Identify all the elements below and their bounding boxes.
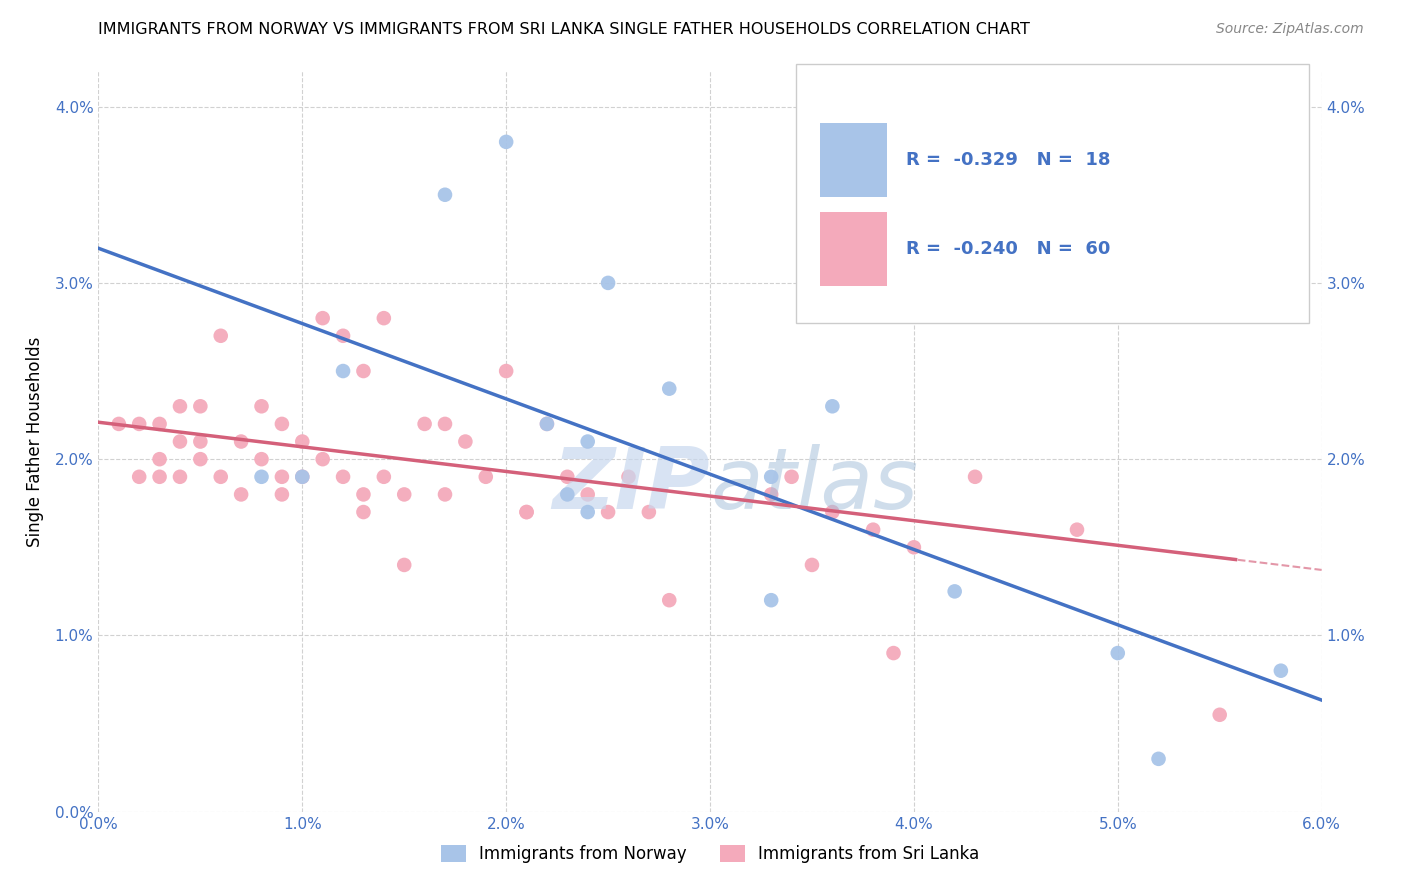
Point xyxy=(250,452,273,467)
Point xyxy=(209,328,232,343)
Point xyxy=(291,470,314,484)
Point xyxy=(231,434,253,449)
Point xyxy=(352,487,374,501)
Point xyxy=(332,328,354,343)
Point xyxy=(555,470,579,484)
FancyBboxPatch shape xyxy=(796,64,1309,323)
Point xyxy=(598,276,620,290)
Point xyxy=(188,452,212,467)
Point xyxy=(250,399,273,413)
Point xyxy=(373,470,395,484)
Point xyxy=(291,434,314,449)
Point xyxy=(149,470,172,484)
Point xyxy=(495,364,517,378)
Point xyxy=(332,364,354,378)
Point xyxy=(128,417,150,431)
Point xyxy=(169,434,191,449)
Point xyxy=(1208,707,1232,722)
Point xyxy=(270,470,292,484)
Point xyxy=(883,646,905,660)
Point xyxy=(128,470,150,484)
Point xyxy=(231,487,253,501)
Point xyxy=(761,593,783,607)
Point xyxy=(332,470,354,484)
Point xyxy=(598,505,620,519)
Point xyxy=(474,470,498,484)
Point xyxy=(555,487,579,501)
Point xyxy=(188,434,212,449)
Point xyxy=(149,452,172,467)
Point xyxy=(943,170,966,185)
Point xyxy=(495,135,517,149)
Point xyxy=(780,470,803,484)
Y-axis label: Single Father Households: Single Father Households xyxy=(25,336,44,547)
FancyBboxPatch shape xyxy=(820,212,887,286)
Point xyxy=(576,487,599,501)
Point xyxy=(516,505,538,519)
Text: atlas: atlas xyxy=(710,444,918,527)
Point xyxy=(291,470,314,484)
Point xyxy=(433,417,456,431)
Point xyxy=(373,311,395,326)
Text: Source: ZipAtlas.com: Source: ZipAtlas.com xyxy=(1216,22,1364,37)
Text: ZIP: ZIP xyxy=(553,444,710,527)
Point xyxy=(761,470,783,484)
Point xyxy=(1066,523,1088,537)
FancyBboxPatch shape xyxy=(820,123,887,197)
Point xyxy=(801,558,824,572)
Point xyxy=(392,558,416,572)
Legend: Immigrants from Norway, Immigrants from Sri Lanka: Immigrants from Norway, Immigrants from … xyxy=(434,838,986,870)
Point xyxy=(188,399,212,413)
Point xyxy=(536,417,558,431)
Point xyxy=(576,434,599,449)
Point xyxy=(943,584,966,599)
Point xyxy=(1270,664,1292,678)
Point xyxy=(311,452,335,467)
Point xyxy=(658,382,681,396)
Point xyxy=(413,417,436,431)
Point xyxy=(270,487,292,501)
Point xyxy=(862,523,884,537)
Point xyxy=(963,470,986,484)
Point xyxy=(903,541,925,555)
Point xyxy=(658,593,681,607)
Text: IMMIGRANTS FROM NORWAY VS IMMIGRANTS FROM SRI LANKA SINGLE FATHER HOUSEHOLDS COR: IMMIGRANTS FROM NORWAY VS IMMIGRANTS FRO… xyxy=(98,22,1031,37)
Point xyxy=(1147,752,1170,766)
Point xyxy=(209,470,232,484)
Point xyxy=(821,399,844,413)
Point xyxy=(270,417,292,431)
Point xyxy=(352,505,374,519)
Point xyxy=(454,434,477,449)
Point xyxy=(536,417,558,431)
Point xyxy=(311,311,335,326)
Text: R =  -0.240   N =  60: R = -0.240 N = 60 xyxy=(905,240,1111,258)
Point xyxy=(352,364,374,378)
Point xyxy=(149,417,172,431)
Point xyxy=(433,487,456,501)
Point xyxy=(392,487,416,501)
Point xyxy=(169,470,191,484)
Point xyxy=(169,399,191,413)
Point xyxy=(108,417,131,431)
Point xyxy=(1107,646,1129,660)
Point xyxy=(250,470,273,484)
Point xyxy=(576,505,599,519)
Point xyxy=(761,487,783,501)
Point xyxy=(433,187,456,202)
Point xyxy=(821,505,844,519)
Text: R =  -0.329   N =  18: R = -0.329 N = 18 xyxy=(905,152,1111,169)
Point xyxy=(637,505,661,519)
Point xyxy=(516,505,538,519)
Point xyxy=(617,470,640,484)
